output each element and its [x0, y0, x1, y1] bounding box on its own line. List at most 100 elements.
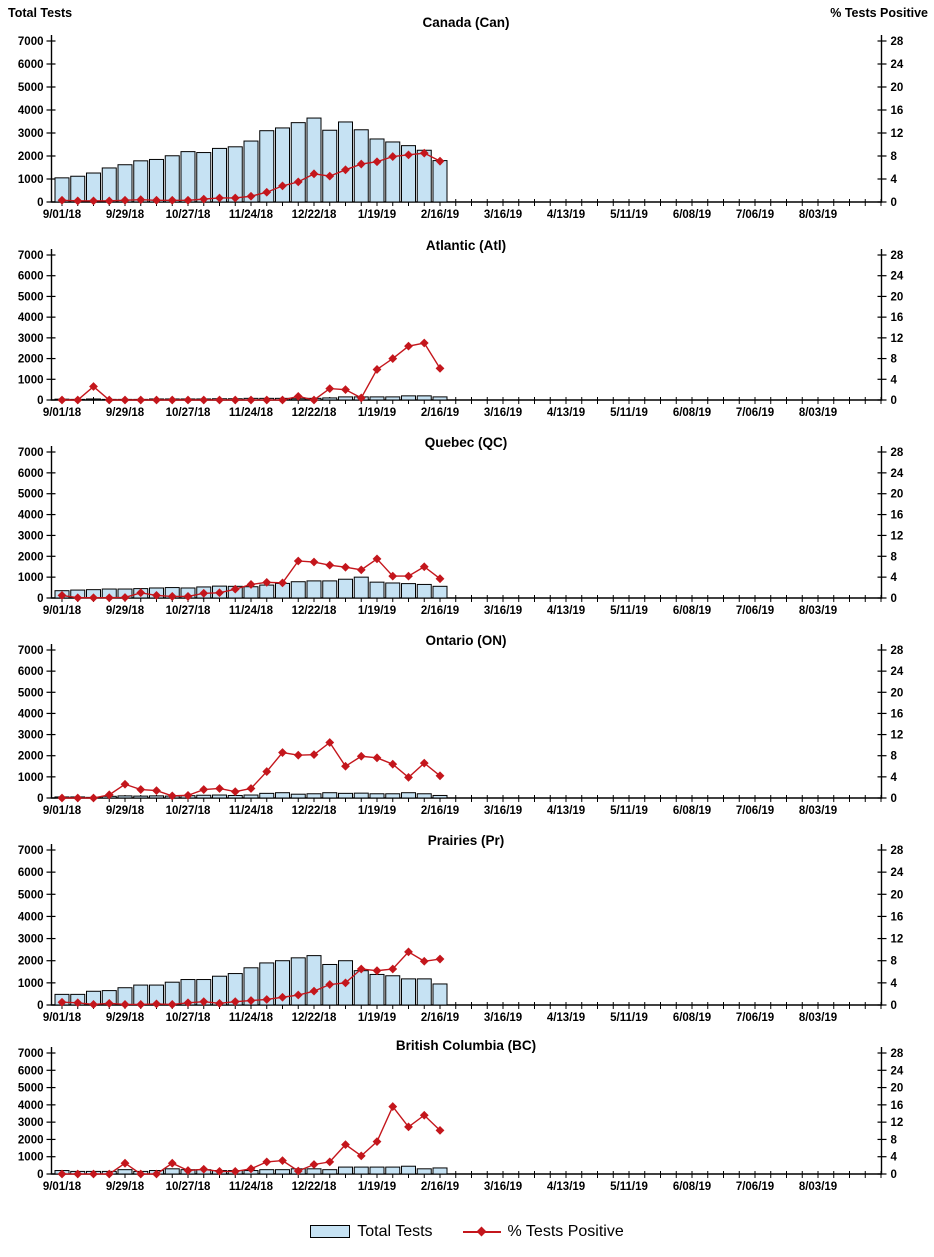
total-tests-bar	[432, 1167, 448, 1175]
x-axis-tick-label: 12/22/18	[292, 1012, 337, 1024]
pct-positive-point	[372, 365, 382, 374]
total-tests-bar	[353, 970, 369, 1006]
pct-positive-point	[57, 997, 67, 1007]
right-axis-tick-label: 0	[891, 793, 897, 805]
total-tests-bar	[432, 585, 448, 599]
chart-svg-quebec-qc: Quebec (QC) 0 1000 2000 3000 4000 5000 6000 7000…	[18, 435, 904, 617]
total-tests-bar	[385, 975, 401, 1006]
pct-positive-point	[419, 562, 429, 572]
x-axis-tick-label: 7/06/19	[736, 407, 774, 419]
x-axis-tick-label: 10/27/18	[166, 407, 211, 419]
pct-positive-point	[199, 395, 209, 405]
pct-positive-point	[404, 947, 413, 957]
pct-positive-point	[152, 786, 161, 795]
left-axis-tick-label: 3000	[18, 1117, 44, 1129]
x-axis-tick-label: 1/19/19	[358, 805, 396, 817]
left-axis-tick-label: 5000	[18, 1083, 44, 1095]
total-tests-bar	[416, 793, 432, 799]
total-tests-bar	[117, 795, 133, 799]
pct-positive-point	[73, 793, 83, 803]
x-axis-tick-label: 2/16/19	[421, 605, 459, 617]
pct-positive-point	[57, 590, 67, 600]
total-tests-bar	[353, 576, 369, 599]
left-axis-tick-label: 6000	[18, 867, 44, 879]
left-axis-tick-label: 5000	[18, 82, 44, 94]
left-axis-tick-label: 4000	[18, 1100, 44, 1112]
x-axis-tick-label: 5/11/19	[610, 805, 648, 817]
pct-positive-point	[388, 964, 398, 974]
pct-positive-point	[89, 1000, 98, 1009]
pct-positive-point	[262, 577, 272, 587]
chart-svg-prairies-pr: Prairies (Pr) 0 1000 2000 3000 4000 5000 6000 70…	[18, 833, 904, 1024]
total-tests-bar	[416, 149, 432, 203]
bar-swatch-icon	[310, 1225, 351, 1238]
x-axis-tick-label: 3/16/19	[484, 1181, 522, 1193]
left-axis-tick-label: 7000	[18, 250, 44, 262]
pct-positive-point	[356, 393, 366, 403]
x-axis-tick-label: 3/16/19	[484, 805, 522, 817]
total-tests-bar	[416, 1168, 432, 1175]
pct-positive-point	[278, 395, 287, 405]
right-axis-tick-label: 16	[891, 1100, 904, 1112]
left-axis-tick-label: 6000	[18, 468, 44, 480]
total-tests-bar	[322, 792, 338, 799]
pct-positive-point	[293, 556, 303, 566]
chart-panel-canada-can: Canada (Can) 0 1000 2000 3000 4000 5000 6000 700…	[0, 0, 934, 235]
pct-positive-point	[435, 771, 445, 781]
right-axis-tick-label: 12	[891, 730, 904, 742]
pct-positive-point	[388, 571, 398, 581]
total-tests-bar	[401, 1165, 416, 1175]
left-axis-tick-label: 2000	[18, 956, 44, 968]
x-axis-tick-label: 11/24/18	[229, 407, 274, 419]
pct-positive-point	[230, 997, 240, 1007]
right-axis-tick-label: 24	[891, 867, 904, 879]
total-tests-bar	[259, 130, 275, 203]
left-axis-tick-label: 0	[37, 793, 43, 805]
pct-positive-point	[293, 750, 303, 760]
left-axis-tick-label: 1000	[18, 572, 44, 584]
x-axis-tick-label: 4/13/19	[547, 1012, 585, 1024]
pct-positive-point	[136, 1169, 146, 1179]
chart-svg-ontario-on: Ontario (ON) 0 1000 2000 3000 4000 5000 6000 700…	[18, 633, 904, 817]
pct-positive-point	[89, 382, 98, 391]
total-tests-bar	[322, 1169, 338, 1175]
pct-positive-point	[404, 150, 413, 160]
x-axis-tick-label: 4/13/19	[547, 407, 585, 419]
pct-positive-point	[372, 966, 382, 976]
total-tests-bar	[275, 1169, 290, 1175]
x-axis-tick-label: 11/24/18	[229, 1181, 274, 1193]
total-tests-bar	[401, 395, 416, 401]
pct-positive-point	[246, 580, 256, 589]
left-axis-tick-label: 3000	[18, 128, 44, 140]
pct-positive-point	[246, 191, 256, 201]
total-tests-bar	[338, 792, 353, 799]
pct-positive-point	[152, 999, 161, 1009]
total-tests-bar	[353, 1166, 369, 1175]
total-tests-bar	[338, 396, 353, 401]
x-axis-tick-label: 5/11/19	[610, 209, 648, 221]
pct-positive-point	[167, 1158, 177, 1168]
left-axis-tick-label: 3000	[18, 934, 44, 946]
pct-positive-point	[73, 998, 83, 1008]
pct-positive-point	[404, 341, 413, 351]
left-axis-tick-label: 4000	[18, 312, 44, 324]
x-axis-tick-label: 6/08/19	[673, 407, 711, 419]
total-tests-bar	[212, 794, 227, 799]
chart-svg-british-columbia-bc: British Columbia (BC) 0 1000 2000 3000 4000 50…	[18, 1038, 904, 1193]
pct-positive-point	[199, 588, 209, 598]
right-axis-tick-label: 12	[891, 530, 904, 542]
pct-positive-point	[104, 1169, 114, 1179]
x-axis-tick-label: 8/03/19	[799, 605, 837, 617]
pct-positive-point	[435, 364, 445, 373]
pct-positive-point	[309, 986, 319, 996]
left-axis-tick-label: 2000	[18, 1134, 44, 1146]
pct-positive-point	[372, 753, 382, 763]
x-axis-tick-label: 10/27/18	[166, 605, 211, 617]
right-axis-tick-label: 4	[891, 374, 898, 386]
x-axis-tick-label: 7/06/19	[736, 605, 774, 617]
total-tests-bar	[385, 141, 401, 203]
total-tests-bar	[338, 121, 353, 203]
left-axis-tick-label: 6000	[18, 666, 44, 678]
total-tests-bar	[164, 155, 180, 203]
pct-positive-point	[152, 590, 161, 600]
